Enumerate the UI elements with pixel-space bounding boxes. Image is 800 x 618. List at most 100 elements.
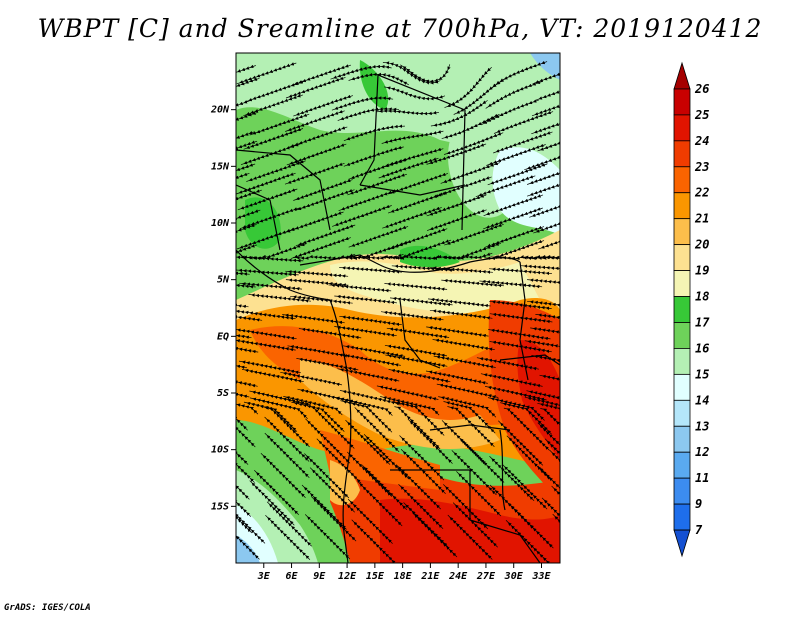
- streamline: [527, 278, 560, 287]
- streamline: [430, 252, 493, 260]
- streamline: [426, 326, 489, 338]
- colorbar-top-arrow: [673, 61, 691, 90]
- lat-tick-label: 15N: [211, 161, 230, 172]
- latitude-axis: 20N 15N 10N 5N EQ 5S 10S 15S: [210, 105, 236, 512]
- colorbar-swatch: [673, 140, 691, 168]
- streamline: [334, 294, 397, 305]
- colorbar-swatch: [673, 296, 691, 323]
- streamline: [520, 264, 560, 272]
- colorbar-label: 16: [695, 341, 709, 355]
- colorbar-label: 11: [695, 471, 709, 485]
- colorbar-swatch: [673, 477, 691, 505]
- lon-tick-label: 6E: [286, 571, 299, 582]
- streamline: [426, 209, 487, 231]
- lat-tick-label: EQ: [217, 331, 229, 342]
- lon-tick-label: 33E: [531, 571, 551, 582]
- streamline: [351, 519, 396, 563]
- lon-tick-label: 30E: [504, 571, 524, 582]
- colorbar-label: 14: [695, 393, 709, 407]
- colorbar-swatch: [673, 270, 691, 297]
- grads-credit: GrADS: IGES/COLA: [4, 603, 91, 613]
- streamline: [425, 370, 488, 385]
- colorbar: 26 25 24 23 22 21 20 19 18 17 16 15 14 13 12 11 9 7: [673, 61, 710, 558]
- lon-tick-label: 15E: [366, 571, 385, 582]
- streamline: [337, 107, 400, 121]
- colorbar-bottom-arrow: [673, 529, 691, 558]
- lon-tick-label: 18E: [394, 571, 413, 582]
- streamline: [331, 96, 394, 111]
- streamline: [480, 373, 543, 388]
- streamline: [549, 450, 560, 495]
- colorbar-label: 18: [695, 290, 709, 304]
- streamline: [236, 355, 248, 370]
- colorbar-label: 26: [694, 82, 709, 96]
- colorbar-swatch: [673, 503, 691, 531]
- colorbar-label: 17: [695, 315, 710, 329]
- streamline: [330, 64, 392, 80]
- lon-tick-label: 21E: [420, 571, 440, 582]
- streamline: [236, 244, 258, 260]
- streamline: [537, 465, 560, 510]
- colorbar-label: 19: [695, 264, 709, 278]
- colorbar-label: 22: [694, 186, 709, 200]
- colorbar-swatch: [673, 399, 691, 427]
- longitude-axis: 3E 6E 9E 12E 15E 18E 21E 24E 27E 30E 33E: [257, 563, 551, 582]
- streamline: [447, 514, 493, 560]
- colorbar-label: 15: [695, 367, 709, 381]
- streamline: [539, 374, 560, 390]
- streamline: [544, 438, 560, 483]
- lat-tick-label: 5N: [217, 275, 230, 286]
- streamline: [531, 354, 560, 368]
- streamline: [304, 514, 351, 560]
- streamline: [285, 269, 349, 278]
- streamline: [339, 266, 403, 274]
- streamline: [376, 109, 440, 116]
- streamline: [239, 282, 303, 291]
- streamline: [339, 315, 402, 327]
- streamline: [332, 204, 392, 227]
- lat-tick-label: 10N: [211, 218, 230, 229]
- colorbar-label: 9: [695, 497, 702, 511]
- colorbar-swatch: [673, 218, 691, 246]
- streamline: [236, 383, 250, 399]
- streamline: [236, 163, 256, 185]
- country-borders: [236, 74, 560, 563]
- colorbar-swatch: [673, 373, 691, 401]
- streamline: [236, 339, 296, 352]
- colorbar-swatch: [673, 451, 691, 479]
- lat-tick-label: 15S: [211, 501, 229, 512]
- map-title: WBPT [C] and Sreamline at 700hPa, VT: 20…: [37, 14, 763, 43]
- streamline: [382, 61, 441, 85]
- streamline: [236, 111, 259, 133]
- streamline: [236, 516, 260, 560]
- streamline: [520, 254, 560, 260]
- colorbar-swatch: [673, 114, 691, 142]
- streamline: [537, 402, 560, 435]
- streamline: [427, 297, 491, 308]
- streamline: [502, 464, 548, 510]
- streamline: [535, 313, 560, 325]
- streamline: [236, 130, 255, 153]
- streamline: [432, 338, 495, 351]
- lat-tick-label: 20N: [210, 105, 230, 116]
- streamline: [475, 175, 536, 198]
- streamline: [430, 266, 493, 274]
- colorbar-label: 13: [695, 419, 709, 433]
- streamline: [328, 283, 392, 293]
- streamline: [236, 328, 297, 341]
- streamline: [384, 344, 448, 358]
- streamline: [334, 325, 397, 338]
- streamline: [284, 162, 345, 185]
- streamline: [541, 497, 560, 542]
- streamline: [412, 512, 458, 558]
- streamline: [429, 309, 493, 320]
- streamline: [524, 339, 560, 353]
- colorbar-label: 20: [694, 238, 709, 252]
- streamline: [236, 254, 248, 260]
- colorbar-swatch: [673, 192, 691, 220]
- streamline: [537, 129, 560, 152]
- colorbar-swatch: [673, 88, 691, 116]
- streamline: [540, 408, 560, 451]
- streamline: [236, 406, 256, 448]
